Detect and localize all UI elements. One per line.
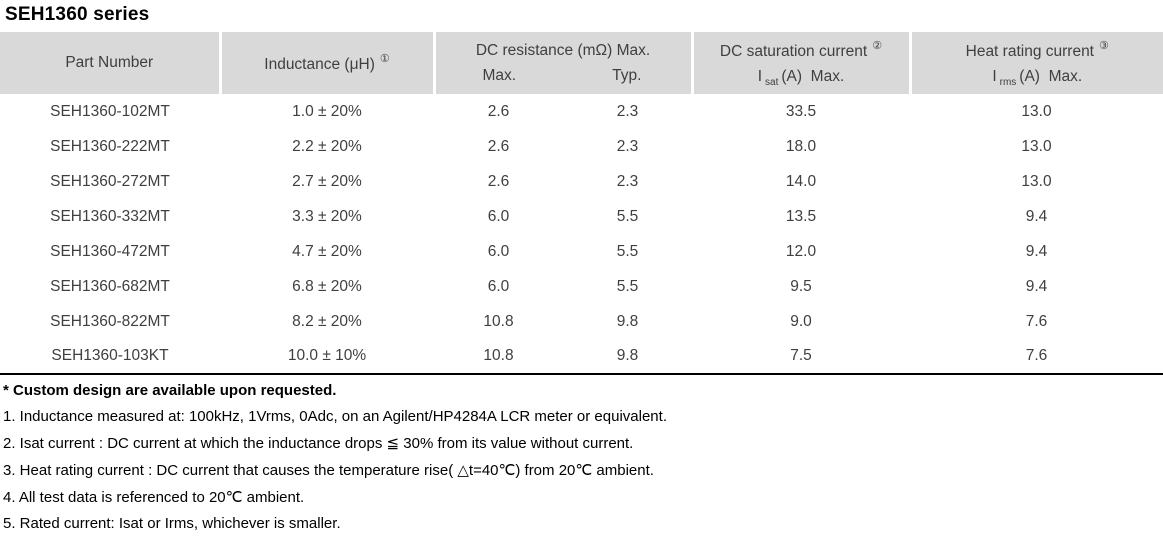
inductance-cell: 2.2 ± 20% xyxy=(220,129,434,164)
dc-resistance-label: DC resistance (mΩ) Max. xyxy=(436,42,691,60)
isat-symbol: I xyxy=(758,68,762,85)
irms-subscript: rms xyxy=(1000,77,1017,88)
part-number-cell: SEH1360-472MT xyxy=(0,234,220,269)
resistance-typ-cell: 5.5 xyxy=(563,199,692,234)
resistance-max-cell: 10.8 xyxy=(434,304,563,339)
dc-resistance-header-stack: DC resistance (mΩ) Max. Max. Typ. xyxy=(436,42,691,85)
footnote-ref-2: ② xyxy=(872,40,882,52)
resistance-max-cell: 10.8 xyxy=(434,339,563,374)
header-row: Part Number Inductance (μH) ① DC resistan… xyxy=(0,32,1163,94)
note-item: 2. Isat current : DC current at which th… xyxy=(3,434,1163,452)
isat-cell: 13.5 xyxy=(692,199,910,234)
irms-cell: 13.0 xyxy=(910,164,1163,199)
part-number-cell: SEH1360-332MT xyxy=(0,199,220,234)
irms-cell: 9.4 xyxy=(910,199,1163,234)
datasheet-page: SEH1360 series Part Number Inductance (μ… xyxy=(0,4,1163,532)
inductance-label: Inductance (μH) xyxy=(264,56,375,73)
note-item: 1. Inductance measured at: 100kHz, 1Vrms… xyxy=(3,408,1163,425)
inductance-cell: 8.2 ± 20% xyxy=(220,304,434,339)
col-header-inductance: Inductance (μH) ① xyxy=(220,32,434,94)
irms-cell: 9.4 xyxy=(910,234,1163,269)
irms-cell: 13.0 xyxy=(910,129,1163,164)
isat-subscript: sat xyxy=(765,77,778,88)
isat-cell: 9.5 xyxy=(692,269,910,304)
inductance-cell: 10.0 ± 10% xyxy=(220,339,434,374)
resistance-typ-cell: 9.8 xyxy=(563,339,692,374)
col-header-dc-resistance: DC resistance (mΩ) Max. Max. Typ. xyxy=(434,32,692,94)
note-item: 5. Rated current: Isat or Irms, whicheve… xyxy=(3,515,1163,532)
custom-design-note: * Custom design are available upon reque… xyxy=(3,382,1163,399)
inductance-cell: 4.7 ± 20% xyxy=(220,234,434,269)
isat-cell: 14.0 xyxy=(692,164,910,199)
isat-cell: 33.5 xyxy=(692,94,910,129)
resistance-max-cell: 6.0 xyxy=(434,269,563,304)
resistance-typ-cell: 5.5 xyxy=(563,234,692,269)
resistance-max-cell: 2.6 xyxy=(434,164,563,199)
footnotes-section: * Custom design are available upon reque… xyxy=(3,382,1163,532)
isat-unit: (A) Max. xyxy=(781,68,844,85)
part-number-cell: SEH1360-102MT xyxy=(0,94,220,129)
irms-cell: 7.6 xyxy=(910,304,1163,339)
resistance-max-cell: 6.0 xyxy=(434,234,563,269)
resistance-typ-cell: 9.8 xyxy=(563,304,692,339)
part-number-cell: SEH1360-822MT xyxy=(0,304,220,339)
heat-rating-label-line: Heat rating current ③ xyxy=(912,39,1163,61)
part-number-cell: SEH1360-682MT xyxy=(0,269,220,304)
subcol-header-max: Max. xyxy=(436,67,564,85)
dc-resistance-subheaders: Max. Typ. xyxy=(436,67,691,85)
part-number-cell: SEH1360-272MT xyxy=(0,164,220,199)
resistance-typ-cell: 2.3 xyxy=(563,129,692,164)
dc-saturation-label-line: DC saturation current ② xyxy=(694,39,909,61)
dc-saturation-label: DC saturation current xyxy=(720,43,867,60)
note-item: 4. All test data is referenced to 20℃ am… xyxy=(3,488,1163,506)
irms-symbol: I xyxy=(992,68,996,85)
resistance-max-cell: 6.0 xyxy=(434,199,563,234)
irms-cell: 7.6 xyxy=(910,339,1163,374)
subcol-header-typ: Typ. xyxy=(563,67,691,85)
heat-rating-label: Heat rating current xyxy=(966,43,1094,60)
col-header-part-number: Part Number xyxy=(0,32,220,94)
footnote-ref-1: ① xyxy=(380,53,390,65)
resistance-max-cell: 2.6 xyxy=(434,129,563,164)
resistance-typ-cell: 2.3 xyxy=(563,164,692,199)
resistance-typ-cell: 2.3 xyxy=(563,94,692,129)
irms-unit: (A) Max. xyxy=(1019,68,1082,85)
resistance-typ-cell: 5.5 xyxy=(563,269,692,304)
inductance-cell: 6.8 ± 20% xyxy=(220,269,434,304)
footnote-ref-3: ③ xyxy=(1099,40,1109,52)
isat-cell: 9.0 xyxy=(692,304,910,339)
irms-cell: 9.4 xyxy=(910,269,1163,304)
inductance-cell: 2.7 ± 20% xyxy=(220,164,434,199)
part-number-label: Part Number xyxy=(65,54,153,71)
inductance-cell: 1.0 ± 20% xyxy=(220,94,434,129)
isat-cell: 18.0 xyxy=(692,129,910,164)
spec-table: Part Number Inductance (μH) ① DC resistan… xyxy=(0,32,1163,375)
irms-cell: 13.0 xyxy=(910,94,1163,129)
resistance-max-cell: 2.6 xyxy=(434,94,563,129)
isat-cell: 7.5 xyxy=(692,339,910,374)
part-number-cell: SEH1360-103KT xyxy=(0,339,220,374)
numbered-notes: 1. Inductance measured at: 100kHz, 1Vrms… xyxy=(3,408,1163,532)
isat-cell: 12.0 xyxy=(692,234,910,269)
note-item: 3. Heat rating current : DC current that… xyxy=(3,461,1163,479)
part-number-cell: SEH1360-222MT xyxy=(0,129,220,164)
inductance-cell: 3.3 ± 20% xyxy=(220,199,434,234)
page-title: SEH1360 series xyxy=(5,4,1163,26)
